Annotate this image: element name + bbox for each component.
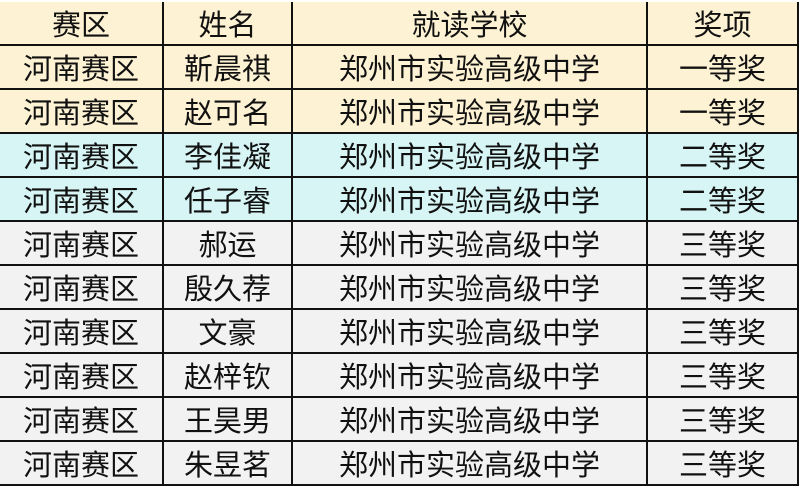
table-row: 河南赛区 郝运 郑州市实验高级中学 三等奖 (0, 220, 799, 266)
cell-award: 二等奖 (646, 132, 799, 178)
cell-name: 殷久荐 (162, 264, 293, 310)
cell-school: 郑州市实验高级中学 (291, 396, 648, 442)
cell-name: 任子睿 (162, 176, 293, 222)
cell-award: 三等奖 (646, 440, 799, 486)
cell-region: 河南赛区 (0, 264, 164, 310)
header-row: 赛区 姓名 就读学校 奖项 (0, 2, 799, 46)
table-row: 河南赛区 殷久荐 郑州市实验高级中学 三等奖 (0, 264, 799, 310)
cell-name: 靳晨祺 (162, 44, 293, 90)
table-row: 河南赛区 赵梓钦 郑州市实验高级中学 三等奖 (0, 352, 799, 398)
cell-region: 河南赛区 (0, 176, 164, 222)
table-row: 河南赛区 文豪 郑州市实验高级中学 三等奖 (0, 308, 799, 354)
cell-award: 三等奖 (646, 396, 799, 442)
cell-school: 郑州市实验高级中学 (291, 44, 648, 90)
cell-award: 三等奖 (646, 264, 799, 310)
cell-name: 郝运 (162, 220, 293, 266)
cell-region: 河南赛区 (0, 440, 164, 486)
cell-name: 王昊男 (162, 396, 293, 442)
cell-school: 郑州市实验高级中学 (291, 176, 648, 222)
cell-award: 三等奖 (646, 352, 799, 398)
cell-award: 一等奖 (646, 88, 799, 134)
table-row: 河南赛区 靳晨祺 郑州市实验高级中学 一等奖 (0, 44, 799, 90)
cell-school: 郑州市实验高级中学 (291, 308, 648, 354)
cell-award: 三等奖 (646, 308, 799, 354)
cell-award: 二等奖 (646, 176, 799, 222)
cell-school: 郑州市实验高级中学 (291, 132, 648, 178)
cell-name: 赵可名 (162, 88, 293, 134)
cell-name: 文豪 (162, 308, 293, 354)
header-school: 就读学校 (291, 2, 648, 46)
cell-award: 三等奖 (646, 220, 799, 266)
cell-region: 河南赛区 (0, 132, 164, 178)
cell-region: 河南赛区 (0, 88, 164, 134)
award-table: 赛区 姓名 就读学校 奖项 河南赛区 靳晨祺 郑州市实验高级中学 一等奖 河南赛区 赵可名 郑州市实… (0, 2, 799, 486)
cell-name: 李佳凝 (162, 132, 293, 178)
cell-region: 河南赛区 (0, 308, 164, 354)
header-name: 姓名 (162, 2, 293, 46)
table-row: 河南赛区 李佳凝 郑州市实验高级中学 二等奖 (0, 132, 799, 178)
cell-region: 河南赛区 (0, 352, 164, 398)
cell-school: 郑州市实验高级中学 (291, 220, 648, 266)
cell-school: 郑州市实验高级中学 (291, 440, 648, 486)
cell-school: 郑州市实验高级中学 (291, 264, 648, 310)
header-award: 奖项 (646, 2, 799, 46)
cell-award: 一等奖 (646, 44, 799, 90)
table-row: 河南赛区 赵可名 郑州市实验高级中学 一等奖 (0, 88, 799, 134)
table-row: 河南赛区 朱昱茗 郑州市实验高级中学 三等奖 (0, 440, 799, 486)
table-row: 河南赛区 任子睿 郑州市实验高级中学 二等奖 (0, 176, 799, 222)
cell-school: 郑州市实验高级中学 (291, 88, 648, 134)
cell-school: 郑州市实验高级中学 (291, 352, 648, 398)
cell-region: 河南赛区 (0, 396, 164, 442)
header-region: 赛区 (0, 2, 164, 46)
cell-name: 朱昱茗 (162, 440, 293, 486)
cell-region: 河南赛区 (0, 44, 164, 90)
cell-region: 河南赛区 (0, 220, 164, 266)
table-row: 河南赛区 王昊男 郑州市实验高级中学 三等奖 (0, 396, 799, 442)
cell-name: 赵梓钦 (162, 352, 293, 398)
